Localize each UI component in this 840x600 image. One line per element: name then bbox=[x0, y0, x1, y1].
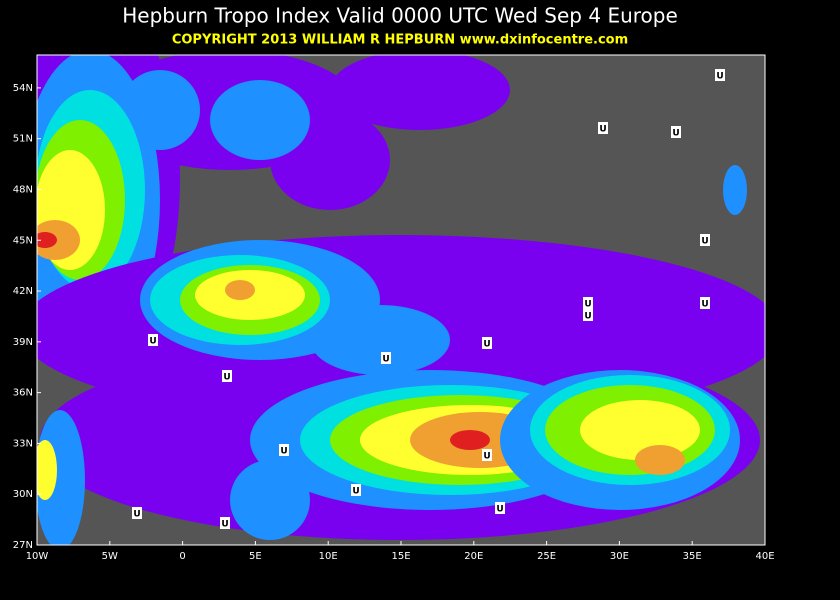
copyright: COPYRIGHT 2013 WILLIAM R HEPBURN www.dxi… bbox=[172, 33, 628, 48]
marker-box bbox=[220, 517, 230, 529]
marker-box bbox=[381, 352, 391, 364]
index-contour bbox=[310, 305, 450, 375]
index-field bbox=[37, 55, 765, 545]
index-contour bbox=[723, 165, 747, 215]
index-contour bbox=[37, 440, 57, 500]
marker: U bbox=[352, 487, 359, 497]
marker: U bbox=[223, 373, 230, 383]
lon-label: 30E bbox=[610, 551, 629, 562]
marker-box bbox=[482, 337, 492, 349]
lat-label: 54N bbox=[13, 83, 33, 94]
marker-box bbox=[495, 502, 505, 514]
marker: U bbox=[496, 505, 503, 515]
lat-label: 27N bbox=[13, 540, 33, 551]
marker: U bbox=[584, 312, 591, 322]
index-contour bbox=[37, 220, 80, 260]
marker-box bbox=[700, 234, 710, 246]
index-contour bbox=[120, 70, 200, 150]
marker-box bbox=[598, 122, 608, 134]
index-contour bbox=[210, 80, 310, 160]
index-contour bbox=[580, 400, 700, 460]
marker: U bbox=[280, 447, 287, 457]
marker: U bbox=[672, 129, 679, 139]
marker: U bbox=[701, 300, 708, 310]
marker: U bbox=[382, 355, 389, 365]
lon-label: 40E bbox=[755, 551, 774, 562]
marker: U bbox=[584, 300, 591, 310]
lat-label: 36N bbox=[13, 388, 33, 399]
marker-box bbox=[671, 126, 681, 138]
marker-box bbox=[715, 69, 725, 81]
marker: U bbox=[483, 340, 490, 350]
marker-box bbox=[583, 297, 593, 309]
lat-label: 33N bbox=[13, 438, 33, 449]
marker-box bbox=[222, 370, 232, 382]
index-contour bbox=[450, 430, 490, 450]
index-contour bbox=[635, 445, 685, 475]
index-contour bbox=[37, 232, 57, 248]
lat-label: 48N bbox=[13, 184, 33, 195]
lon-label: 5W bbox=[102, 551, 118, 562]
marker-box bbox=[482, 449, 492, 461]
marker: U bbox=[133, 510, 140, 520]
marker: U bbox=[149, 337, 156, 347]
marker: U bbox=[599, 125, 606, 135]
lon-label: 0 bbox=[179, 551, 185, 562]
lat-label: 39N bbox=[13, 337, 33, 348]
lat-label: 42N bbox=[13, 286, 33, 297]
lon-label: 15E bbox=[391, 551, 410, 562]
lon-label: 35E bbox=[683, 551, 702, 562]
marker-box bbox=[279, 444, 289, 456]
lon-label: 10E bbox=[319, 551, 338, 562]
lat-label: 45N bbox=[13, 235, 33, 246]
marker-box bbox=[700, 297, 710, 309]
lat-label: 30N bbox=[13, 489, 33, 500]
marker: U bbox=[701, 237, 708, 247]
marker-box bbox=[132, 507, 142, 519]
index-contour bbox=[225, 280, 255, 300]
index-contour bbox=[330, 55, 510, 130]
lon-label: 20E bbox=[464, 551, 483, 562]
index-contour bbox=[230, 460, 310, 540]
marker-box bbox=[148, 334, 158, 346]
marker-box bbox=[583, 309, 593, 321]
marker: U bbox=[716, 72, 723, 82]
lon-label: 5E bbox=[249, 551, 262, 562]
lon-label: 25E bbox=[537, 551, 556, 562]
lon-label: 10W bbox=[26, 551, 49, 562]
marker: U bbox=[221, 520, 228, 530]
title: Hepburn Tropo Index Valid 0000 UTC Wed S… bbox=[122, 4, 678, 28]
marker: U bbox=[483, 452, 490, 462]
marker-box bbox=[351, 484, 361, 496]
lat-label: 51N bbox=[13, 134, 33, 145]
